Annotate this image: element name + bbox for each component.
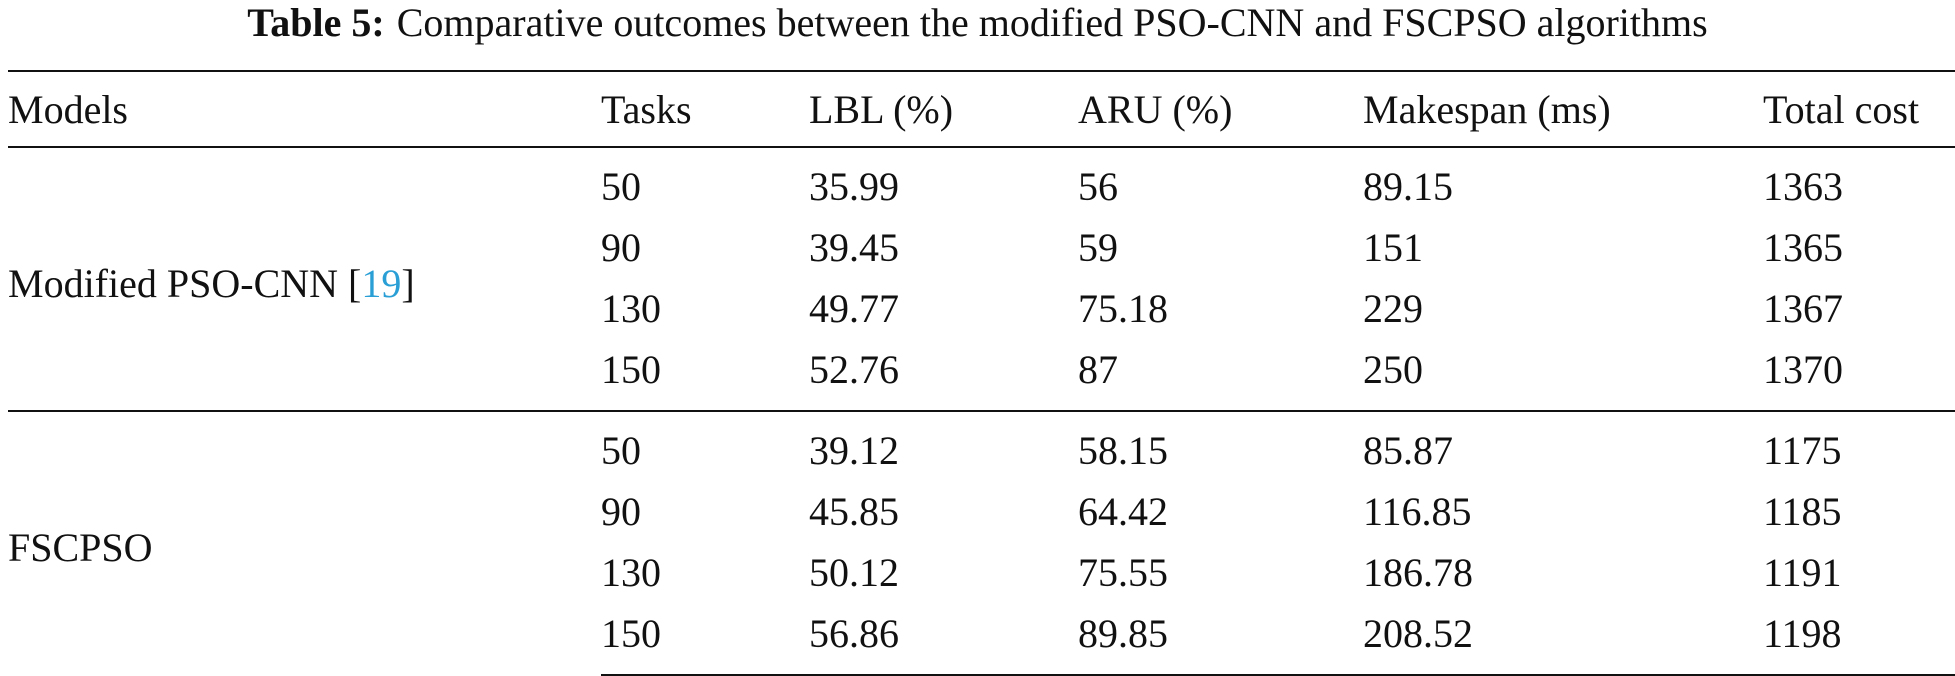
cell-lbl: 52.76 [809,347,899,392]
cell-makespan: 250 [1363,347,1423,392]
cell-aru: 75.55 [1078,550,1168,595]
header-total-cost: Total cost [1763,70,1955,148]
cell-total-cost: 1365 [1763,225,1843,270]
cell-lbl: 50.12 [809,550,899,595]
cell-aru: 87 [1078,347,1118,392]
cell-makespan: 186.78 [1363,550,1473,595]
cell-lbl: 56.86 [809,603,1078,676]
table-caption: Table 5: Comparative outcomes between the… [0,0,1955,48]
table-row: 150 52.76 87 250 1370 [8,339,1955,411]
header-models: Models [8,70,601,148]
header-row: Models Tasks LBL (%) ARU (%) Makespan (m… [8,70,1955,148]
cell-tasks: 50 [601,164,641,209]
table-row: FSCPSO 50 39.12 58.15 85.87 1175 [8,410,1955,675]
group-fscpso: FSCPSO 50 39.12 58.15 85.87 1175 90 45.8… [8,410,1955,676]
table-row: 130 49.77 75.18 229 1367 [8,278,1955,339]
cell-total-cost: 1191 [1763,550,1842,595]
model-name: FSCPSO [8,525,153,570]
cell-tasks: 130 [601,286,661,331]
cell-aru: 59 [1078,225,1118,270]
cell-aru: 56 [1078,164,1118,209]
cell-aru: 58.15 [1078,410,1363,481]
model-name-cell: Modified PSO-CNN [19] [8,147,601,411]
cell-lbl: 35.99 [809,164,899,209]
cell-makespan: 229 [1363,286,1423,331]
cell-lbl: 39.45 [809,225,899,270]
model-name: Modified PSO-CNN [ [8,260,362,306]
citation-link[interactable]: 19 [361,260,402,306]
cell-makespan: 116.85 [1363,489,1472,534]
results-table: Models Tasks LBL (%) ARU (%) Makespan (m… [8,70,1955,676]
table-row: 130 50.12 75.55 186.78 1191 [8,542,1955,603]
header-lbl: LBL (%) [809,70,1078,148]
cell-makespan: 208.52 [1363,603,1763,676]
cell-tasks: 90 [601,225,641,270]
cell-total-cost: 1363 [1763,164,1843,209]
cell-tasks: 130 [601,550,661,595]
cell-makespan: 151 [1363,225,1423,270]
cell-aru: 75.18 [1078,286,1168,331]
model-name-cell: FSCPSO [8,410,601,675]
cell-tasks: 50 [601,410,809,481]
cell-makespan: 85.87 [1363,410,1763,481]
header-makespan: Makespan (ms) [1363,70,1763,148]
header-tasks: Tasks [601,70,809,148]
cell-tasks: 90 [601,489,641,534]
cell-aru: 89.85 [1078,603,1363,676]
cell-tasks: 150 [601,347,661,392]
table-row: 150 56.86 89.85 208.52 1198 [8,603,1955,676]
cell-makespan: 89.15 [1363,164,1453,209]
group-modified-pso-cnn: Modified PSO-CNN [19] 50 35.99 56 89.15 … [8,147,1955,411]
cell-tasks: 150 [601,603,809,676]
cell-lbl: 49.77 [809,286,899,331]
header-aru: ARU (%) [1078,70,1363,148]
cell-total-cost: 1370 [1763,347,1843,392]
model-name-suffix: ] [401,260,415,306]
cell-lbl: 39.12 [809,410,1078,481]
cell-total-cost: 1185 [1763,489,1842,534]
cell-total-cost: 1367 [1763,286,1843,331]
table-row: 90 45.85 64.42 116.85 1185 [8,481,1955,542]
table-label: Table 5: [247,0,385,45]
cell-aru: 64.42 [1078,489,1168,534]
cell-total-cost: 1198 [1763,603,1955,676]
cell-total-cost: 1175 [1763,410,1955,481]
cell-lbl: 45.85 [809,489,899,534]
table-row: 90 39.45 59 151 1365 [8,217,1955,278]
table-caption-text: Comparative outcomes between the modifie… [396,0,1708,45]
table-row: Modified PSO-CNN [19] 50 35.99 56 89.15 … [8,147,1955,306]
